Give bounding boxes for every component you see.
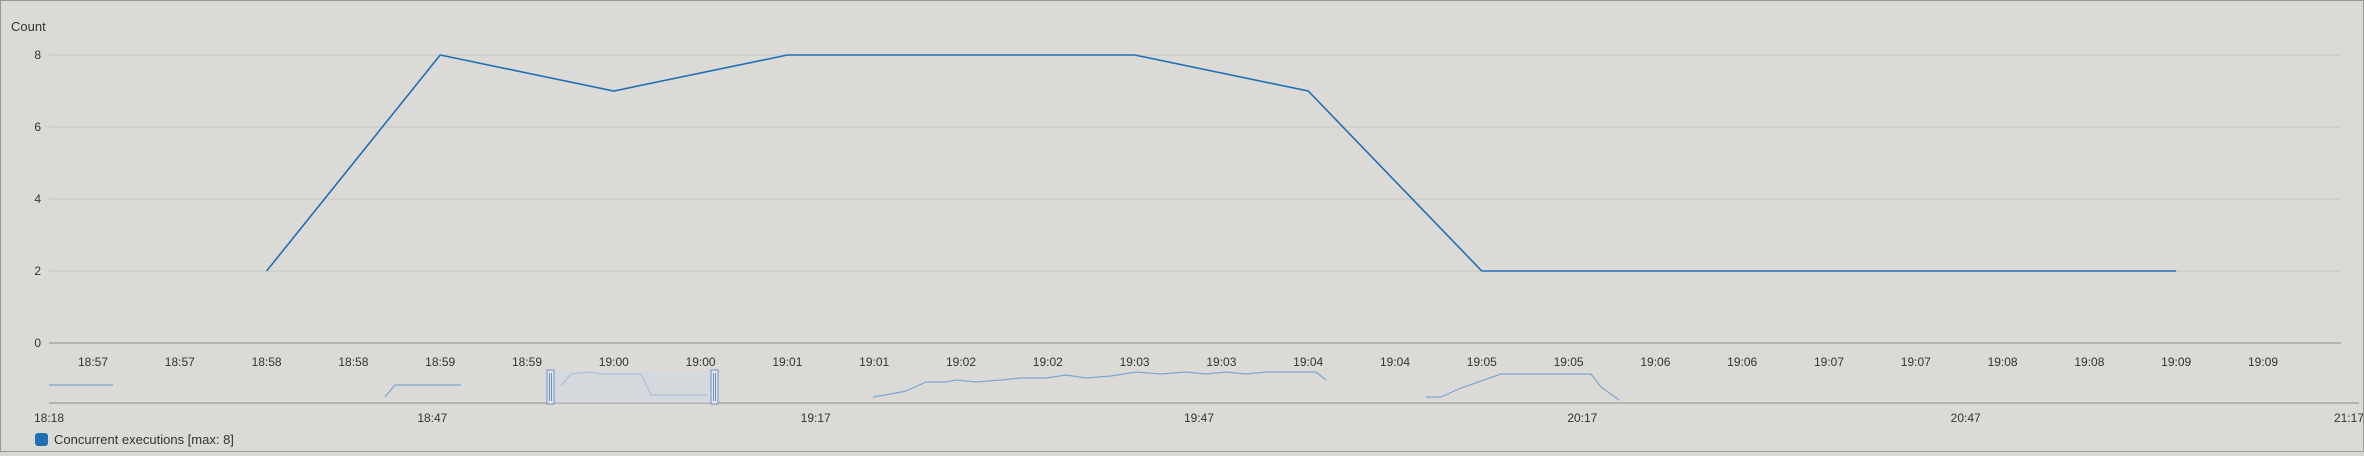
- x-tick-label: 19:01: [772, 355, 802, 369]
- x-tick-label: 19:03: [1206, 355, 1236, 369]
- x-tick-label: 19:04: [1293, 355, 1323, 369]
- y-tick-label: 0: [34, 336, 41, 350]
- navigator-brush[interactable]: [549, 371, 715, 403]
- x-tick-label: 19:03: [1120, 355, 1150, 369]
- x-tick-label: 19:01: [859, 355, 889, 369]
- y-tick-label: 2: [34, 264, 41, 278]
- legend-label: Concurrent executions [max: 8]: [54, 432, 234, 447]
- navigator-tick-label: 18:47: [417, 411, 447, 425]
- navigator[interactable]: 18:18 18:47 19:17 19:47 20:17 20:47 21:17: [34, 369, 2364, 425]
- navigator-series-line: [1426, 373, 1620, 401]
- x-tick-label: 19:00: [686, 355, 716, 369]
- brush-handle[interactable]: [710, 369, 719, 405]
- navigator-tick-label: 20:47: [1951, 411, 1981, 425]
- x-tick-label: 19:09: [2248, 355, 2278, 369]
- x-tick-label: 18:57: [165, 355, 195, 369]
- navigator-series-line: [384, 384, 461, 398]
- x-tick-label: 18:59: [425, 355, 455, 369]
- x-tick-label: 18:58: [338, 355, 368, 369]
- x-tick-label: 19:02: [1033, 355, 1063, 369]
- y-tick-label: 8: [34, 48, 41, 62]
- x-tick-label: 19:06: [1640, 355, 1670, 369]
- navigator-tick-label: 19:47: [1184, 411, 1214, 425]
- navigator-tick-label: 19:17: [801, 411, 831, 425]
- legend-swatch: [35, 433, 48, 446]
- navigator-tick-label: 20:17: [1567, 411, 1597, 425]
- x-tick-label: 19:09: [2161, 355, 2191, 369]
- x-tick-label: 19:07: [1814, 355, 1844, 369]
- x-tick-label: 19:02: [946, 355, 976, 369]
- x-tick-label: 18:58: [252, 355, 282, 369]
- x-tick-label: 19:08: [1988, 355, 2018, 369]
- y-tick-label: 4: [34, 192, 41, 206]
- x-tick-label: 19:08: [2074, 355, 2104, 369]
- legend[interactable]: Concurrent executions [max: 8]: [35, 432, 234, 447]
- x-tick-label: 19:06: [1727, 355, 1757, 369]
- navigator-tick-label: 21:17: [2334, 411, 2363, 425]
- x-tick-label: 19:05: [1467, 355, 1497, 369]
- navigator-series-line: [872, 371, 1327, 398]
- y-axis-label: Count: [11, 19, 46, 34]
- series-line[interactable]: [265, 54, 2177, 272]
- x-tick-label: 19:04: [1380, 355, 1410, 369]
- x-tick-label: 18:59: [512, 355, 542, 369]
- navigator-tick-label: 18:18: [34, 411, 64, 425]
- brush-handle[interactable]: [546, 369, 555, 405]
- x-tick-label: 19:07: [1901, 355, 1931, 369]
- y-tick-label: 6: [34, 120, 41, 134]
- x-tick-label: 19:00: [599, 355, 629, 369]
- x-tick-label: 18:57: [78, 355, 108, 369]
- x-tick-label: 19:05: [1554, 355, 1584, 369]
